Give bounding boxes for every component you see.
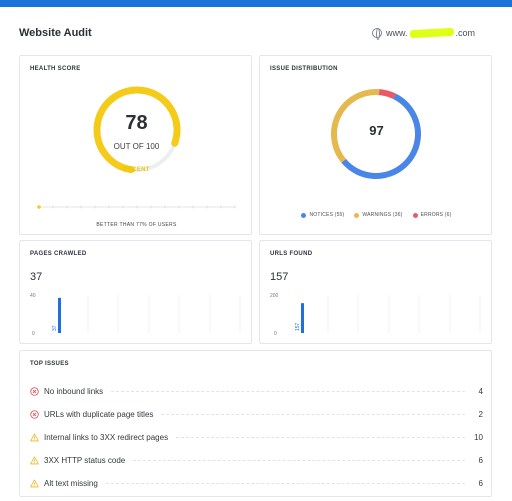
errors-dot	[412, 212, 418, 218]
issue-divider	[105, 482, 465, 484]
error-icon	[30, 386, 39, 396]
issue-row[interactable]: 3XX HTTP status code 6	[30, 454, 483, 466]
health-gauge	[93, 86, 181, 174]
pages-bar-label: 37	[52, 325, 58, 331]
issue-label[interactable]: 3XX HTTP status code	[44, 455, 126, 465]
top-issues-title: TOP ISSUES	[30, 361, 69, 367]
legend-warnings[interactable]: WARNINGS (36)	[354, 212, 402, 218]
site-url-prefix: www.	[386, 28, 408, 38]
issue-distribution-title: ISSUE DISTRIBUTION	[270, 66, 338, 72]
urls-axis-min: 0	[274, 331, 277, 335]
warning-icon	[30, 478, 39, 488]
issue-divider	[133, 459, 465, 461]
warnings-dot	[354, 212, 360, 218]
issue-label[interactable]: Alt text missing	[44, 478, 98, 488]
urls-found-bar[interactable]	[301, 303, 304, 333]
pages-crawled-bar[interactable]	[58, 297, 61, 333]
health-score-out-of: OUT OF 100	[113, 142, 160, 151]
issue-count: 6	[478, 455, 483, 465]
percentile-scale	[37, 205, 236, 209]
issue-row[interactable]: No inbound links 4	[30, 385, 483, 397]
site-url[interactable]: www. .com	[372, 27, 476, 40]
percentile-prefix: BETTER THAN	[96, 222, 137, 228]
legend-errors-label: ERRORS (6)	[420, 212, 452, 218]
top-accent-bar	[0, 0, 512, 7]
site-url-suffix: .com	[455, 28, 476, 38]
notices-dot	[301, 212, 307, 218]
urls-axis-max: 200	[270, 293, 279, 299]
urls-found-chart: 200 0 157	[270, 293, 481, 335]
globe-icon	[372, 28, 382, 40]
urls-bar-label: 157	[295, 322, 301, 331]
warning-icon	[30, 432, 39, 442]
percentile-suffix: OF USERS	[146, 222, 177, 228]
donut-slice-warnings[interactable]	[328, 86, 424, 182]
pages-axis-min: 0	[32, 331, 35, 335]
legend-errors[interactable]: ERRORS (6)	[412, 212, 452, 218]
issue-label[interactable]: URLs with duplicate page titles	[44, 409, 154, 419]
health-score-value: 78	[125, 112, 148, 134]
issue-donut-chart	[328, 86, 424, 182]
percentile-caption: BETTER THAN 77% OF USERS	[20, 222, 253, 228]
issue-legend: NOTICES (55) WARNINGS (36) ERRORS (6)	[260, 212, 493, 218]
legend-warnings-label: WARNINGS (36)	[362, 212, 403, 218]
issue-count: 10	[474, 432, 483, 442]
issue-divider	[161, 413, 465, 415]
issue-count: 2	[478, 409, 483, 419]
pages-crawled-title: PAGES CRAWLED	[30, 251, 87, 257]
top-issues-card: TOP ISSUES No inbound links 4 URLs with du…	[19, 350, 492, 497]
audit-page: Website Audit www. .com HEALTH SCORE 78 …	[0, 7, 512, 501]
issue-count: 6	[478, 478, 483, 488]
legend-notices[interactable]: NOTICES (55)	[301, 212, 344, 218]
health-score-title: HEALTH SCORE	[30, 66, 81, 72]
legend-notices-label: NOTICES (55)	[309, 212, 345, 218]
issue-row[interactable]: Internal links to 3XX redirect pages 10	[30, 431, 483, 443]
issue-divider	[176, 436, 465, 438]
issue-row[interactable]: URLs with duplicate page titles 2	[30, 408, 483, 420]
health-rating: DECENT	[123, 167, 150, 173]
pages-crawled-chart: 40 0 37	[30, 293, 241, 335]
error-icon	[30, 409, 39, 419]
redacted-highlight	[409, 27, 454, 39]
pages-crawled-card: PAGES CRAWLED 37 40 0 37	[19, 240, 252, 344]
issue-row[interactable]: Alt text missing 6	[30, 477, 483, 489]
donut-slice-errors[interactable]	[328, 86, 424, 182]
health-score-card: HEALTH SCORE 78 OUT OF 100 DECENT BETTER…	[19, 55, 252, 235]
pages-crawled-value: 37	[30, 271, 43, 283]
page-title: Website Audit	[19, 27, 92, 39]
urls-found-card: URLS FOUND 157 200 0 157	[259, 240, 492, 344]
issue-label[interactable]: No inbound links	[44, 386, 104, 396]
issue-distribution-card: ISSUE DISTRIBUTION 97 NOTICES (55) WARNI…	[259, 55, 492, 235]
issue-divider	[111, 390, 465, 392]
urls-found-title: URLS FOUND	[270, 251, 313, 257]
percentile-value: 77%	[136, 222, 147, 228]
issue-total: 97	[369, 123, 384, 138]
pages-axis-max: 40	[30, 293, 36, 299]
gauge-arc	[93, 86, 181, 174]
issue-count: 4	[478, 386, 483, 396]
issue-label[interactable]: Internal links to 3XX redirect pages	[44, 432, 169, 442]
warning-icon	[30, 455, 39, 465]
percentile-marker	[37, 205, 41, 209]
urls-found-value: 157	[270, 271, 289, 283]
